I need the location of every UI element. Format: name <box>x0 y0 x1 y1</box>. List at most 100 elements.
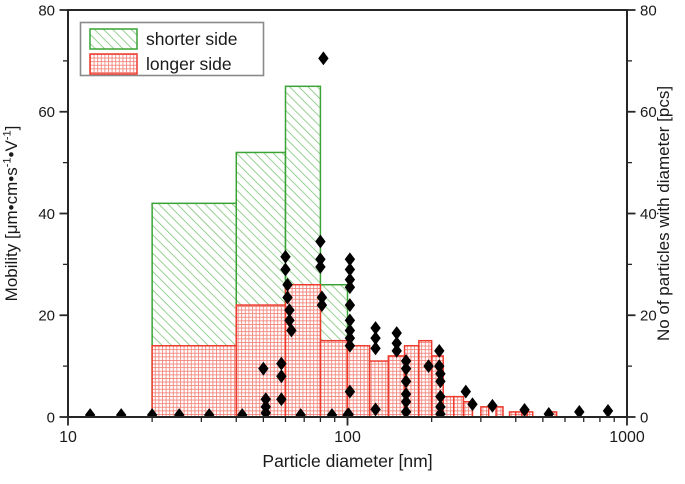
scatter-point <box>370 331 381 346</box>
x-tick-label: 100 <box>334 429 361 446</box>
y-left-tick-label: 60 <box>38 104 55 121</box>
scatter-point <box>400 405 412 417</box>
scatter-point <box>435 389 446 404</box>
histogram-bar <box>430 355 444 417</box>
scatter-point <box>487 398 498 413</box>
x-tick-label: 10 <box>59 429 77 446</box>
scatter-point <box>435 366 446 381</box>
scatter-point <box>203 408 215 417</box>
scatter-point <box>260 392 271 407</box>
y-left-tick-label: 20 <box>38 308 55 325</box>
scatter-point <box>344 262 356 277</box>
y-axis-title-right: No of particles with diameter [pcs] <box>654 86 673 341</box>
scatter-point <box>400 361 412 376</box>
x-tick-labels: 10 100 1000 <box>59 429 645 446</box>
y-right-tick-labels: 0 20 40 60 80 <box>640 2 657 426</box>
scatter-point <box>276 356 287 371</box>
scatter-point <box>236 408 248 417</box>
scatter-point <box>284 313 295 328</box>
scatter-point <box>284 303 295 318</box>
histogram-bar <box>418 339 433 417</box>
legend-label: longer side <box>146 54 232 74</box>
scatter-point <box>435 374 446 389</box>
histogram-bar <box>480 406 490 417</box>
scatter-point <box>344 338 356 353</box>
histogram-bar <box>387 355 406 417</box>
scatter-point <box>602 403 614 417</box>
scatter-point <box>344 384 356 399</box>
scatter-point <box>391 343 402 358</box>
histogram-bar <box>495 406 504 417</box>
scatter-point <box>343 407 354 417</box>
scatter-point <box>276 369 287 384</box>
y-right-tick-label: 60 <box>640 104 657 121</box>
scatter-point <box>316 290 328 305</box>
y-right-tick-label: 80 <box>640 2 657 19</box>
scatter-point <box>174 408 185 417</box>
scatter-point <box>519 402 530 417</box>
scatter-point <box>400 394 412 409</box>
legend: shorter side longer side <box>79 21 265 77</box>
scatter-point <box>400 387 412 402</box>
scatter-point <box>315 252 326 267</box>
scatter-point <box>282 290 293 305</box>
y-left-tick-label: 40 <box>38 206 55 223</box>
scatter-point <box>370 321 381 335</box>
scatter-point <box>460 384 471 399</box>
histogram-bar <box>319 339 349 417</box>
scatter-point <box>280 249 291 264</box>
scatter-point <box>286 323 297 338</box>
scatter-point <box>391 336 402 351</box>
y-left-tick-label: 80 <box>38 2 55 19</box>
scatter-point <box>315 234 326 249</box>
scatter-point <box>326 408 338 417</box>
scatter-point <box>543 407 554 417</box>
scatter-point <box>276 392 287 407</box>
histogram-bar <box>151 345 238 417</box>
scatter-point <box>435 407 446 417</box>
scatter-point <box>316 298 328 312</box>
scatter-point <box>344 331 356 346</box>
histogram-bar <box>346 345 371 417</box>
legend-swatch-longer-side <box>89 53 138 75</box>
scatter-point <box>344 323 356 338</box>
scatter-point <box>344 280 356 295</box>
x-axis-title: Particle diameter [nm] <box>262 451 432 471</box>
scatter-point <box>344 252 356 267</box>
scatter-point <box>115 408 127 417</box>
scatter-point <box>258 361 269 376</box>
scatter-point <box>435 399 446 414</box>
scatter-point <box>400 354 412 368</box>
scatter-point <box>260 406 271 417</box>
scatter-point <box>295 408 306 417</box>
scatter-point <box>344 298 356 312</box>
y-axis-title-left: Mobility [μm•cm•s-1•V-1] <box>2 126 22 302</box>
scatter-point <box>434 343 445 358</box>
scatter-point <box>574 405 585 417</box>
scatter-point <box>391 326 402 340</box>
histogram-bar <box>284 283 322 417</box>
y-right-tick-label: 0 <box>640 409 648 426</box>
scatter-point <box>315 260 326 274</box>
scatter-point <box>280 262 291 277</box>
y-right-tick-label: 20 <box>640 308 657 325</box>
scatter-point <box>467 397 478 412</box>
axis-ticks <box>59 9 636 426</box>
x-tick-label: 1000 <box>609 429 645 446</box>
histogram-longer-side <box>151 283 558 417</box>
scatter-point <box>400 374 412 389</box>
legend-label: shorter side <box>146 29 237 49</box>
histogram-bar <box>453 395 465 417</box>
histogram-bar <box>526 411 534 417</box>
legend-swatch-shorter-side <box>89 28 138 50</box>
scatter-point <box>146 408 158 417</box>
scatter-point <box>318 51 329 66</box>
scatter-point <box>370 341 381 356</box>
scatter-point <box>423 359 434 374</box>
scatter-point <box>370 402 381 417</box>
scatter-series <box>84 51 614 417</box>
y-right-tick-label: 40 <box>640 206 657 223</box>
scatter-point <box>282 277 293 292</box>
